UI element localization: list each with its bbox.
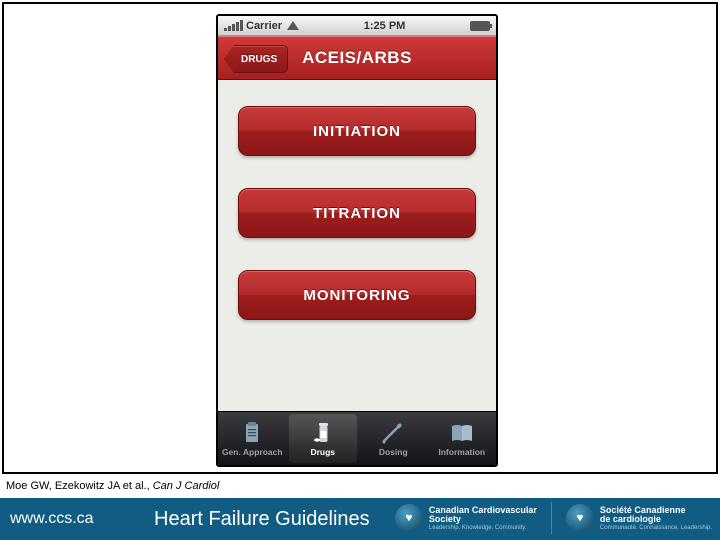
tab-drugs[interactable]: Drugs <box>289 414 358 463</box>
footer-url: www.ccs.ca <box>0 510 148 528</box>
phone-screenshot: Carrier 1:25 PM DRUGS ACEIS/ARBS INITIAT… <box>216 14 498 467</box>
page-title: ACEIS/ARBS <box>302 48 412 68</box>
citation-authors: Moe GW, Ezekowitz JA et al., <box>6 480 153 492</box>
nav-bar: DRUGS ACEIS/ARBS <box>218 36 496 80</box>
clock-label: 1:25 PM <box>364 20 406 32</box>
pill-bottle-icon <box>310 421 336 445</box>
tab-dosing[interactable]: Dosing <box>359 412 428 465</box>
status-left: Carrier <box>224 20 299 32</box>
heart-logo-icon <box>395 504 423 532</box>
monitoring-button-label: MONITORING <box>303 287 410 304</box>
signal-icon <box>224 20 243 31</box>
citation-journal: Can J Cardiol <box>153 480 220 492</box>
tab-gen-approach[interactable]: Gen. Approach <box>218 412 287 465</box>
status-bar: Carrier 1:25 PM <box>218 16 496 36</box>
tab-bar: Gen. Approach Drugs Dosing <box>218 411 496 465</box>
back-button[interactable]: DRUGS <box>224 45 288 73</box>
titration-button[interactable]: TITRATION <box>238 188 476 238</box>
logo-divider <box>551 502 552 534</box>
footer-logos: Canadian Cardiovascular Society Leadersh… <box>395 502 712 534</box>
content-area: INITIATION TITRATION MONITORING <box>218 80 496 411</box>
dropper-icon <box>380 421 406 445</box>
footer-bar: www.ccs.ca Heart Failure Guidelines Cana… <box>0 498 720 540</box>
ccs-logo-fr: Société Canadienne de cardiologie Commun… <box>566 502 712 534</box>
titration-button-label: TITRATION <box>313 205 401 222</box>
slide-frame: Carrier 1:25 PM DRUGS ACEIS/ARBS INITIAT… <box>2 2 718 474</box>
wifi-icon <box>287 21 299 30</box>
heart-logo-icon <box>566 504 594 532</box>
tab-label: Dosing <box>379 447 408 457</box>
book-icon <box>449 421 475 445</box>
tab-label: Gen. Approach <box>222 447 283 457</box>
footer-title: Heart Failure Guidelines <box>154 508 370 531</box>
battery-icon <box>470 21 490 31</box>
tab-label: Information <box>438 447 485 457</box>
back-button-label: DRUGS <box>241 54 277 65</box>
initiation-button-label: INITIATION <box>313 123 401 140</box>
monitoring-button[interactable]: MONITORING <box>238 270 476 320</box>
tab-label: Drugs <box>310 447 335 457</box>
citation-caption: Moe GW, Ezekowitz JA et al., Can J Cardi… <box>6 480 219 492</box>
ccs-logo-fr-text: Société Canadienne de cardiologie Commun… <box>600 506 712 531</box>
initiation-button[interactable]: INITIATION <box>238 106 476 156</box>
ccs-logo-en-text: Canadian Cardiovascular Society Leadersh… <box>429 506 537 531</box>
carrier-label: Carrier <box>246 20 282 32</box>
clipboard-icon <box>239 421 265 445</box>
tab-information[interactable]: Information <box>428 412 497 465</box>
ccs-logo-en: Canadian Cardiovascular Society Leadersh… <box>395 502 537 534</box>
